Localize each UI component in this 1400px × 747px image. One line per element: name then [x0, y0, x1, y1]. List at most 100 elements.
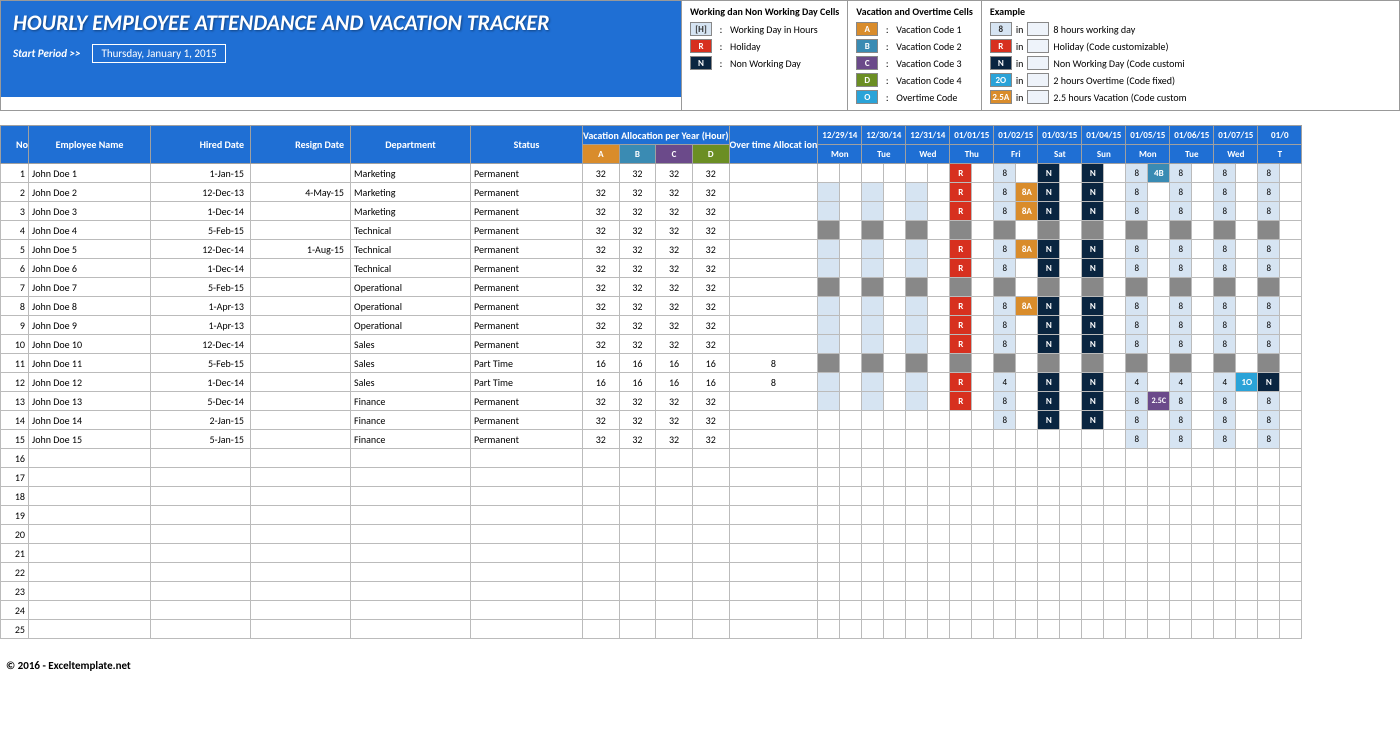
day-cell[interactable]: N [1082, 411, 1104, 430]
day-cell[interactable] [1170, 525, 1192, 544]
day-cell[interactable] [862, 373, 884, 392]
cell-c[interactable]: 32 [656, 335, 693, 354]
cell-dept[interactable]: Technical [351, 259, 471, 278]
day-cell[interactable] [818, 240, 840, 259]
cell-b[interactable]: 32 [619, 164, 656, 183]
cell-status[interactable] [471, 620, 583, 639]
day-cell[interactable]: 2.5C [1148, 392, 1170, 411]
cell-d[interactable]: 32 [692, 392, 729, 411]
day-cell[interactable]: N [1082, 259, 1104, 278]
day-cell[interactable] [1192, 164, 1214, 183]
cell-no[interactable]: 12 [1, 373, 29, 392]
day-cell[interactable] [928, 582, 950, 601]
day-cell[interactable] [972, 297, 994, 316]
cell-hired[interactable]: 5-Feb-15 [151, 278, 251, 297]
day-cell[interactable] [972, 620, 994, 639]
day-cell[interactable] [1016, 221, 1038, 240]
day-cell[interactable] [994, 525, 1016, 544]
day-cell[interactable] [1192, 582, 1214, 601]
day-cell[interactable] [1214, 506, 1236, 525]
cell-no[interactable]: 2 [1, 183, 29, 202]
cell-name[interactable] [29, 449, 151, 468]
day-cell[interactable] [972, 601, 994, 620]
day-cell[interactable] [1280, 449, 1302, 468]
day-cell[interactable] [1236, 316, 1258, 335]
cell-name[interactable] [29, 506, 151, 525]
day-cell[interactable] [884, 183, 906, 202]
day-cell[interactable] [906, 411, 928, 430]
day-cell[interactable] [906, 563, 928, 582]
day-cell[interactable] [1280, 411, 1302, 430]
cell-hired[interactable]: 5-Dec-14 [151, 392, 251, 411]
day-cell[interactable]: 8A [1016, 202, 1038, 221]
day-cell[interactable] [1280, 544, 1302, 563]
cell-alloc[interactable] [583, 468, 620, 487]
day-cell[interactable] [950, 544, 972, 563]
day-cell[interactable] [928, 449, 950, 468]
day-cell[interactable] [1170, 563, 1192, 582]
day-cell[interactable] [1192, 183, 1214, 202]
day-cell[interactable] [1258, 354, 1280, 373]
day-cell[interactable] [950, 620, 972, 639]
day-cell[interactable] [1214, 221, 1236, 240]
day-cell[interactable] [1126, 525, 1148, 544]
day-cell[interactable] [840, 487, 862, 506]
day-cell[interactable] [1148, 316, 1170, 335]
day-cell[interactable] [994, 563, 1016, 582]
cell-dept[interactable] [351, 582, 471, 601]
cell-status[interactable] [471, 563, 583, 582]
cell-resign[interactable] [251, 373, 351, 392]
day-cell[interactable] [906, 430, 928, 449]
cell-no[interactable]: 10 [1, 335, 29, 354]
day-cell[interactable] [1280, 525, 1302, 544]
cell-status[interactable]: Part Time [471, 373, 583, 392]
day-cell[interactable] [1214, 601, 1236, 620]
day-cell[interactable] [1192, 449, 1214, 468]
day-cell[interactable] [1148, 449, 1170, 468]
cell-resign[interactable] [251, 202, 351, 221]
cell-dept[interactable]: Sales [351, 335, 471, 354]
day-cell[interactable] [1082, 221, 1104, 240]
day-cell[interactable] [1104, 164, 1126, 183]
day-cell[interactable] [818, 430, 840, 449]
day-cell[interactable] [1258, 601, 1280, 620]
day-cell[interactable] [1038, 449, 1060, 468]
day-cell[interactable] [1038, 601, 1060, 620]
cell-status[interactable]: Permanent [471, 297, 583, 316]
day-cell[interactable] [1192, 601, 1214, 620]
day-cell[interactable] [972, 487, 994, 506]
cell-alloc[interactable] [619, 620, 656, 639]
cell-dept[interactable]: Finance [351, 430, 471, 449]
cell-a[interactable]: 32 [583, 316, 620, 335]
day-cell[interactable]: 8 [1258, 202, 1280, 221]
day-cell[interactable] [928, 392, 950, 411]
cell-resign[interactable]: 4-May-15 [251, 183, 351, 202]
day-cell[interactable] [906, 240, 928, 259]
cell-ot[interactable]: 8 [729, 354, 818, 373]
day-cell[interactable] [1038, 506, 1060, 525]
cell-d[interactable]: 32 [692, 202, 729, 221]
cell-d[interactable]: 32 [692, 183, 729, 202]
day-cell[interactable]: 8A [1016, 297, 1038, 316]
day-cell[interactable] [1104, 506, 1126, 525]
day-cell[interactable] [994, 221, 1016, 240]
day-cell[interactable] [884, 411, 906, 430]
cell-resign[interactable] [251, 620, 351, 639]
day-cell[interactable] [862, 335, 884, 354]
day-cell[interactable]: 8 [1214, 335, 1236, 354]
day-cell[interactable] [1236, 411, 1258, 430]
day-cell[interactable]: N [1038, 259, 1060, 278]
day-cell[interactable] [884, 354, 906, 373]
day-cell[interactable] [1060, 601, 1082, 620]
day-cell[interactable] [906, 202, 928, 221]
cell-alloc[interactable] [656, 601, 693, 620]
day-cell[interactable] [928, 487, 950, 506]
day-cell[interactable]: N [1082, 240, 1104, 259]
day-cell[interactable] [972, 525, 994, 544]
day-cell[interactable] [1060, 525, 1082, 544]
cell-dept[interactable] [351, 544, 471, 563]
cell-name[interactable]: John Doe 14 [29, 411, 151, 430]
day-cell[interactable] [840, 164, 862, 183]
day-cell[interactable]: 8 [1214, 202, 1236, 221]
cell-alloc[interactable] [583, 563, 620, 582]
